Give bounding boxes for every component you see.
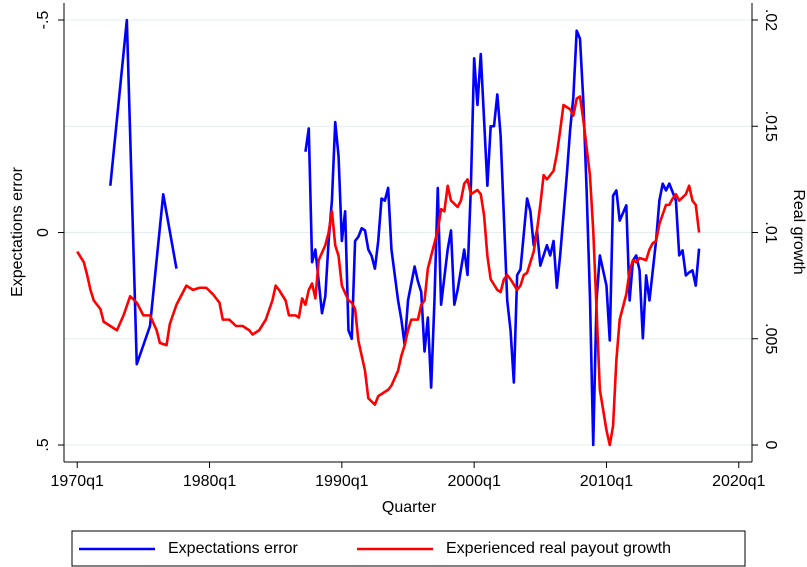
- data-line: [76, 95, 701, 447]
- y2-axis-title: Real growth: [790, 189, 807, 274]
- y2-tick-label: .02: [762, 9, 779, 31]
- x-tick-label: 1970q1: [51, 473, 104, 490]
- data-line: [109, 18, 701, 447]
- y-tick-label: 0: [35, 228, 52, 237]
- x-tick-label: 2020q1: [712, 473, 765, 490]
- x-tick-label: 2010q1: [580, 473, 633, 490]
- x-tick-label: 1990q1: [315, 473, 368, 490]
- y2-tick-label: .01: [762, 221, 779, 243]
- y2-tick-label: .005: [762, 323, 779, 354]
- legend-label: Expectations error: [168, 540, 299, 557]
- y-axis-title: Expectations error: [9, 166, 26, 297]
- x-axis-title: Quarter: [382, 499, 437, 516]
- x-tick-label: 1980q1: [183, 473, 236, 490]
- y2-tick-label: 0: [762, 441, 779, 450]
- y-tick-label: .5: [35, 438, 52, 451]
- x-tick-label: 2000q1: [447, 473, 500, 490]
- y-tick-label: -.5: [35, 11, 52, 30]
- legend-label: Experienced real payout growth: [446, 540, 671, 557]
- y2-tick-label: .015: [762, 111, 779, 142]
